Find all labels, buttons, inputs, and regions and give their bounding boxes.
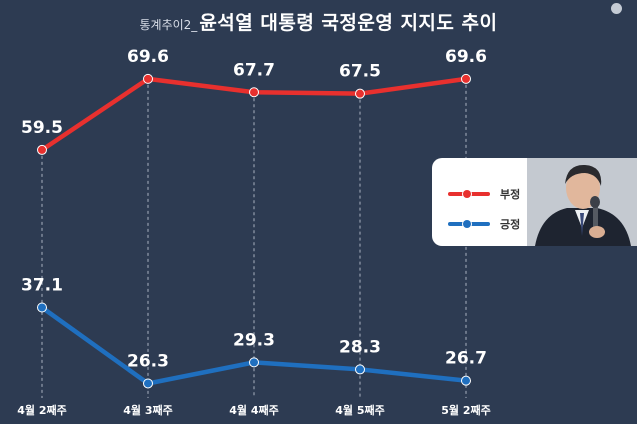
series-1-point-3 [355, 364, 365, 375]
series-0-label-2: 67.7 [233, 60, 275, 80]
series-1-point-1 [143, 378, 153, 389]
series-1-label-0: 37.1 [21, 276, 63, 296]
series-0-label-4: 69.6 [445, 47, 487, 67]
series-0-point-1 [143, 73, 153, 84]
category-label-4: 5월 2째주 [441, 403, 491, 417]
series-1-label-4: 26.7 [445, 349, 487, 369]
title-main: 윤석열 대통령 국정운영 지지도 추이 [199, 12, 498, 34]
chart-title: 통계추이2_ 윤석열 대통령 국정운영 지지도 추이 [0, 8, 637, 35]
series-0-point-3 [355, 88, 365, 99]
category-label-1: 4월 3째주 [123, 403, 173, 417]
category-label-2: 4월 4째주 [229, 403, 279, 417]
series-1-point-4 [461, 375, 471, 386]
president-portrait-photo [527, 158, 637, 246]
series-1-point-2 [249, 357, 259, 368]
grid-lines [41, 78, 467, 398]
legend-item-positive: 긍정 [448, 216, 520, 232]
title-prefix: 통계추이2_ [139, 18, 198, 32]
series-0-point-2 [249, 87, 259, 98]
series-0-point-0 [37, 144, 47, 155]
legend-label-positive: 긍정 [500, 218, 521, 231]
legend-label-negative: 부정 [500, 188, 521, 201]
series-1-label-1: 26.3 [127, 351, 169, 371]
category-label-0: 4월 2째주 [17, 403, 67, 417]
category-label-3: 4월 5째주 [335, 403, 385, 417]
circle-icon [611, 3, 622, 14]
legend: 부정 긍정 [432, 158, 637, 246]
category-labels: 4월 2째주 4월 3째주 4월 4째주 4월 5째주 5월 2째주 [17, 403, 491, 417]
series-0-label-1: 69.6 [127, 47, 169, 67]
legend-swatch-positive [448, 220, 490, 228]
value-labels: 59.5 69.6 67.7 67.5 69.6 37.1 26.3 29.3 28.3 26.7 [21, 47, 487, 372]
series-1-label-3: 28.3 [339, 337, 381, 357]
legend-dot-positive [463, 220, 471, 228]
series-0-label-3: 67.5 [339, 62, 381, 82]
series-layer [37, 73, 471, 389]
legend-item-negative: 부정 [448, 186, 520, 202]
series-0-point-4 [461, 73, 471, 84]
series-1-point-0 [37, 302, 47, 313]
legend-dot-negative [463, 190, 471, 198]
series-0-label-0: 59.5 [21, 118, 63, 138]
legend-swatch-negative [448, 190, 490, 198]
series-1-label-2: 29.3 [233, 330, 275, 350]
